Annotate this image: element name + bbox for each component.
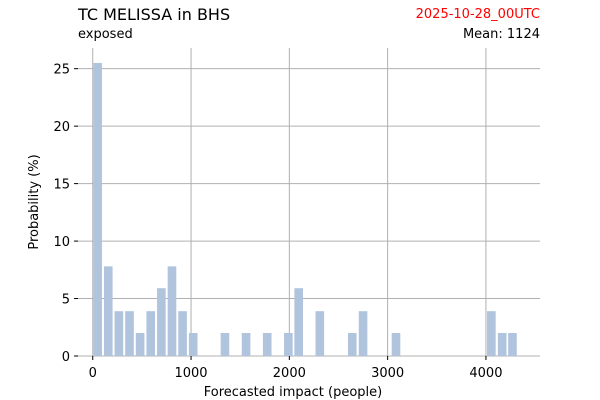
histogram-bar [347, 333, 357, 356]
histogram-bar [135, 333, 145, 356]
mean-value: Mean: 1124 [462, 27, 540, 42]
histogram-bar [508, 333, 517, 356]
histogram-bar [157, 288, 166, 356]
x-tick-label: 1000 [174, 366, 207, 381]
histogram-bar [220, 333, 230, 356]
histogram-bar [358, 311, 368, 356]
x-tick-label: 2000 [273, 366, 306, 381]
histogram-bar [391, 333, 401, 356]
histogram-bar [294, 288, 303, 356]
histogram-bar [487, 311, 496, 356]
x-axis-label: Forecasted impact (people) [204, 385, 382, 400]
bars [93, 62, 517, 356]
histogram-bar [262, 333, 272, 356]
histogram-bar [178, 311, 187, 356]
y-tick-label: 0 [62, 350, 70, 365]
x-tick-label: 3000 [371, 366, 404, 381]
y-tick-label: 20 [53, 120, 70, 135]
y-tick-label: 15 [53, 178, 70, 193]
y-tick-label: 10 [53, 235, 70, 250]
x-tick-label: 0 [89, 366, 97, 381]
y-tick-label: 25 [53, 63, 70, 78]
histogram-bar [93, 62, 102, 356]
histogram-bar [167, 266, 177, 356]
histogram-bar [188, 333, 198, 356]
y-tick-label: 5 [62, 293, 70, 308]
histogram-bar [315, 311, 325, 356]
histogram-bar [125, 311, 134, 356]
chart-subtitle: exposed [78, 27, 133, 42]
x-tick-label: 4000 [469, 366, 502, 381]
histogram-bar [103, 266, 113, 356]
histogram-bar [241, 333, 251, 356]
y-axis-label: Probability (%) [27, 154, 42, 249]
histogram-bar [497, 333, 507, 356]
histogram-bar [284, 333, 293, 356]
histogram-bar [146, 311, 156, 356]
forecast-date: 2025-10-28_00UTC [415, 7, 540, 22]
histogram-bar [114, 311, 124, 356]
chart-title: TC MELISSA in BHS [78, 5, 231, 24]
axes: 0 5 10 15 20 25 0 1000 2000 3000 4000 [53, 63, 502, 381]
grid-lines [78, 48, 540, 357]
